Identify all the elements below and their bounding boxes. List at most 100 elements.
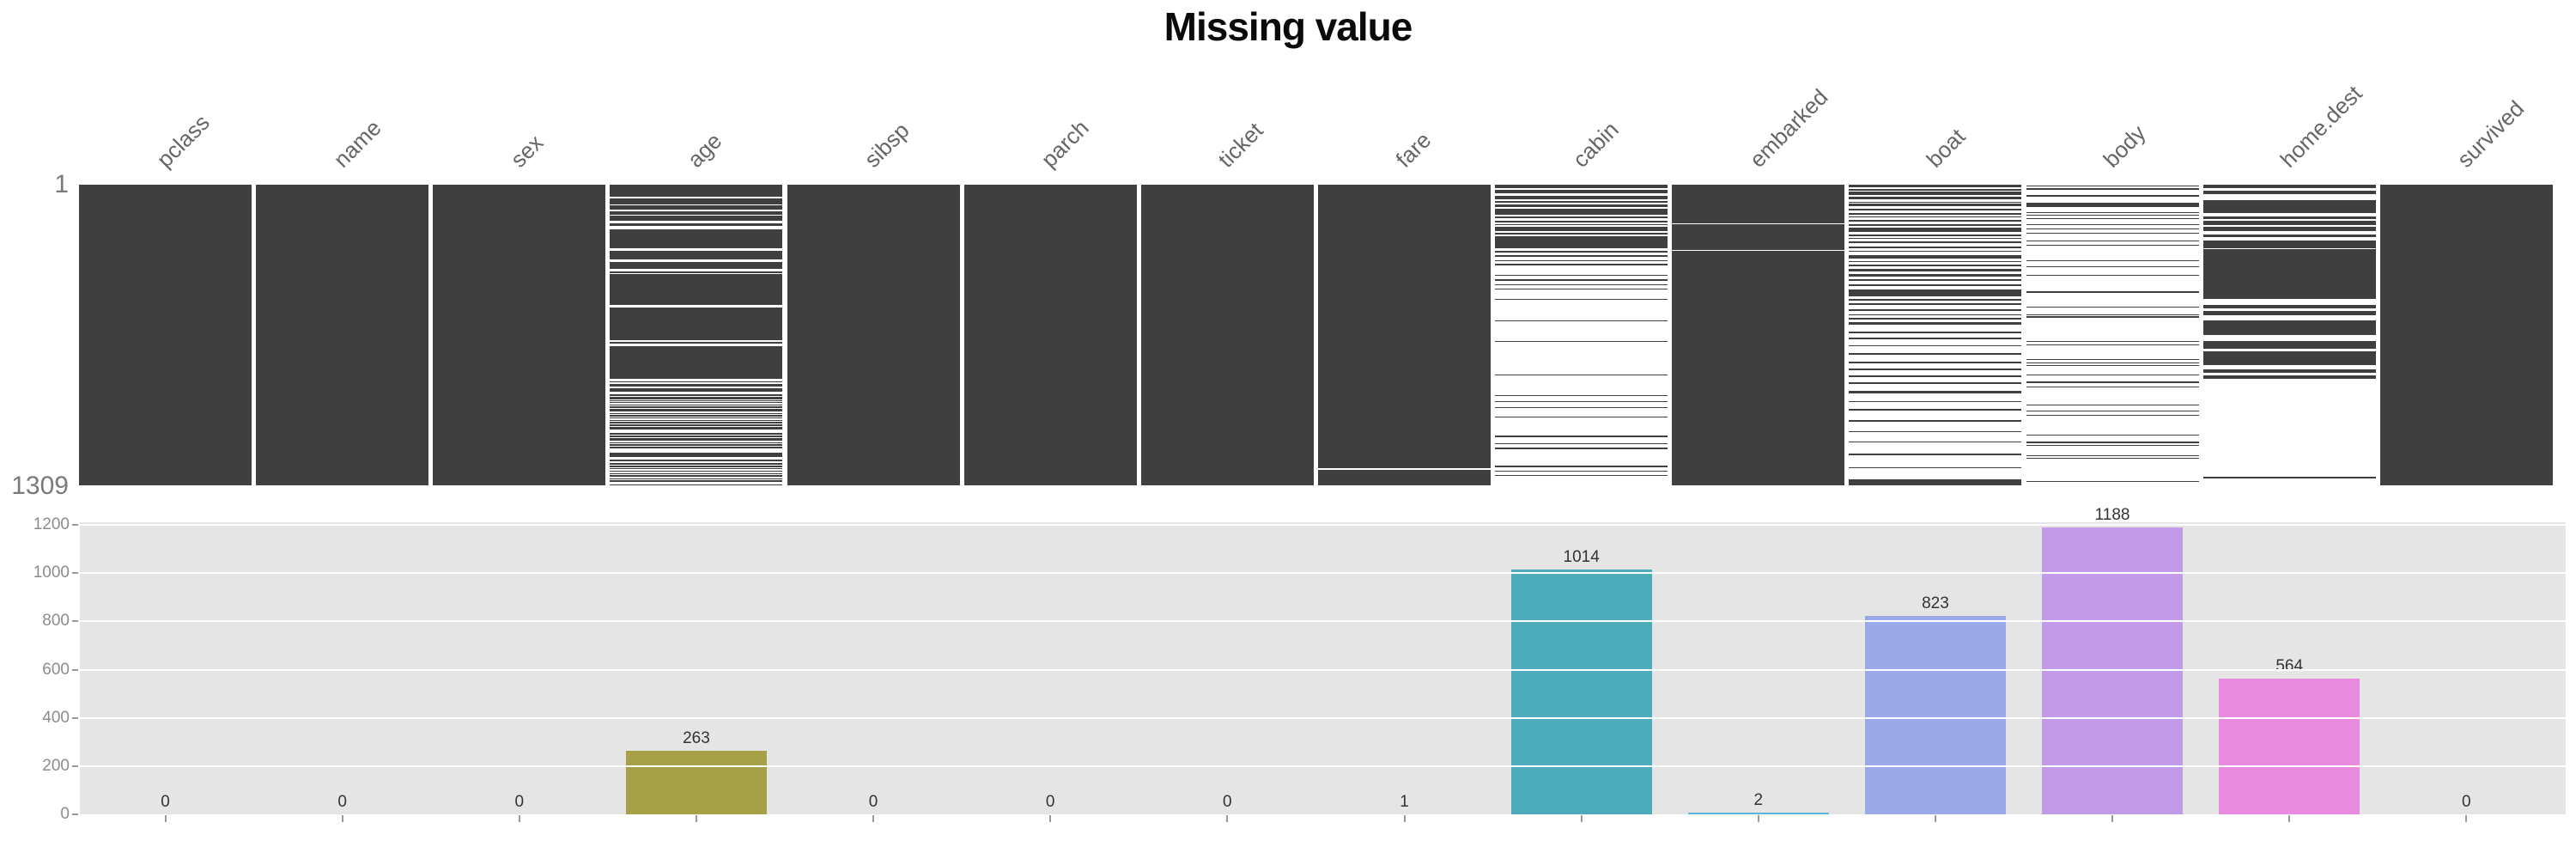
bar-boat bbox=[1864, 615, 2006, 814]
matrix-cell-band bbox=[1495, 221, 1668, 222]
matrix-cell-band bbox=[1672, 249, 1845, 252]
matrix-cell-band bbox=[1849, 228, 2022, 233]
y-axis-tick bbox=[72, 668, 78, 671]
x-axis-tick bbox=[1934, 815, 1936, 822]
matrix-cell-band bbox=[2202, 199, 2376, 214]
matrix-row-label-bottom: 1309 bbox=[11, 472, 69, 500]
matrix-cell-band bbox=[610, 405, 783, 407]
matrix-column-age bbox=[610, 185, 783, 485]
matrix-cell-band bbox=[1849, 303, 2022, 305]
x-axis-tick bbox=[518, 815, 520, 822]
matrix-cell-band bbox=[2202, 351, 2376, 365]
matrix-cell-band bbox=[610, 392, 783, 395]
matrix-cell-band bbox=[1495, 283, 1668, 285]
matrix-cell-band bbox=[1849, 400, 2022, 403]
matrix-cell-band bbox=[1495, 185, 1668, 189]
column-label-name: name bbox=[328, 114, 386, 173]
matrix-cell-band bbox=[2202, 305, 2376, 308]
bar-value-label-age: 263 bbox=[683, 729, 710, 748]
matrix-cell-band bbox=[610, 457, 783, 460]
matrix-column-parch bbox=[963, 185, 1137, 485]
y-axis-tick bbox=[72, 620, 78, 623]
y-axis-label-0: 0 bbox=[60, 805, 70, 823]
column-label-survived: survived bbox=[2451, 95, 2530, 173]
matrix-cell-band bbox=[610, 479, 783, 481]
column-label-ticket: ticket bbox=[1212, 117, 1268, 173]
matrix-cell-band bbox=[610, 379, 783, 382]
matrix-cell-band bbox=[610, 411, 783, 413]
column-label-home.dest: home.dest bbox=[2275, 80, 2367, 173]
matrix-cell-band bbox=[1495, 275, 1668, 277]
matrix-cell-band bbox=[1849, 308, 2022, 312]
x-axis-tick bbox=[2111, 815, 2114, 822]
matrix-cell-band bbox=[610, 477, 783, 478]
matrix-cell-band bbox=[2026, 362, 2199, 363]
matrix-cell-band bbox=[1849, 219, 2022, 222]
matrix-cell-band bbox=[1318, 468, 1491, 470]
matrix-cell-band bbox=[1849, 391, 2022, 393]
matrix-cell-band bbox=[2026, 480, 2199, 483]
column-label-fare: fare bbox=[1389, 126, 1436, 173]
matrix-cell-band bbox=[610, 269, 783, 272]
matrix-cell-band bbox=[1495, 320, 1668, 321]
bar-value-label-body: 1188 bbox=[2094, 506, 2130, 525]
matrix-cell-band bbox=[2026, 444, 2199, 447]
bar-home.dest bbox=[2219, 678, 2360, 814]
bar-value-label-pclass: 0 bbox=[161, 793, 170, 811]
matrix-cell-band bbox=[610, 425, 783, 428]
column-label-pclass: pclass bbox=[150, 109, 215, 173]
gridline-400 bbox=[80, 716, 2566, 719]
matrix-cell-band bbox=[1495, 299, 1668, 301]
matrix-cell-band bbox=[610, 469, 783, 471]
matrix-cell-band bbox=[1495, 233, 1668, 235]
matrix-cell-band bbox=[2026, 365, 2199, 367]
matrix-cell-band bbox=[2026, 344, 2199, 345]
matrix-cell-band bbox=[610, 421, 783, 423]
matrix-cell-band bbox=[2026, 359, 2199, 361]
column-label-boat: boat bbox=[1921, 123, 1971, 173]
matrix-cell-band bbox=[610, 204, 783, 206]
matrix-cell-band bbox=[1849, 204, 2022, 207]
matrix-cell-band bbox=[2026, 203, 2199, 208]
x-axis-tick bbox=[2465, 815, 2468, 822]
bar-age bbox=[625, 751, 767, 814]
matrix-cell-band bbox=[2026, 341, 2199, 343]
matrix-cell-band bbox=[2026, 195, 2199, 197]
bar-value-label-boat: 823 bbox=[1922, 594, 1949, 612]
matrix-cell-band bbox=[2202, 234, 2376, 238]
matrix-cell-band bbox=[1495, 443, 1668, 445]
matrix-cell-band bbox=[610, 461, 783, 463]
column-label-body: body bbox=[2098, 119, 2151, 173]
matrix-cell-band bbox=[2026, 217, 2199, 219]
bar-embarked bbox=[1687, 813, 1829, 814]
x-axis-tick bbox=[872, 815, 875, 822]
matrix-cell-band bbox=[2026, 314, 2199, 315]
matrix-cell-band bbox=[2202, 216, 2376, 220]
matrix-cell-band bbox=[1495, 259, 1668, 262]
matrix-cell-band bbox=[1495, 190, 1668, 194]
y-axis-label-1000: 1000 bbox=[33, 564, 70, 582]
matrix-cell-band bbox=[1849, 208, 2022, 211]
matrix-cell-band bbox=[1849, 375, 2022, 377]
matrix-cell-band bbox=[610, 396, 783, 398]
matrix-cell-band bbox=[2202, 369, 2376, 373]
y-axis-label-400: 400 bbox=[42, 708, 70, 727]
matrix-cell-band bbox=[610, 259, 783, 263]
matrix-cell-band bbox=[2026, 259, 2199, 261]
matrix-column-sibsp bbox=[787, 185, 960, 485]
matrix-cell-band bbox=[2026, 188, 2199, 190]
matrix-cell-band bbox=[1495, 235, 1668, 248]
bar-value-label-cabin: 1014 bbox=[1563, 548, 1600, 567]
matrix-cell-band bbox=[610, 434, 783, 436]
matrix-cell-band bbox=[1495, 251, 1668, 253]
matrix-cell-band bbox=[2026, 245, 2199, 247]
matrix-cell-band bbox=[1849, 246, 2022, 249]
matrix-cell-band bbox=[1849, 420, 2022, 422]
matrix-cell-band bbox=[1849, 322, 2022, 325]
gridline-1000 bbox=[80, 572, 2566, 575]
bar-value-label-survived: 0 bbox=[2462, 793, 2471, 811]
matrix-column-cabin bbox=[1495, 185, 1668, 485]
matrix-cell-band bbox=[1849, 269, 2022, 271]
y-axis-tick bbox=[72, 524, 78, 526]
matrix-cell-band bbox=[610, 441, 783, 442]
